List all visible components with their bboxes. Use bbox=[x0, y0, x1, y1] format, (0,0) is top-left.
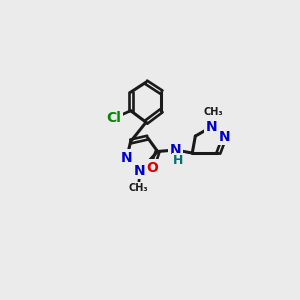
Text: N: N bbox=[206, 120, 217, 134]
Text: N: N bbox=[169, 143, 181, 157]
Text: Cl: Cl bbox=[106, 111, 121, 125]
Text: N: N bbox=[134, 164, 146, 178]
Text: O: O bbox=[146, 161, 158, 175]
Text: CH₃: CH₃ bbox=[204, 107, 224, 117]
Text: H: H bbox=[173, 154, 184, 167]
Text: CH₃: CH₃ bbox=[128, 184, 148, 194]
Text: N: N bbox=[219, 130, 230, 144]
Text: N: N bbox=[121, 151, 133, 165]
